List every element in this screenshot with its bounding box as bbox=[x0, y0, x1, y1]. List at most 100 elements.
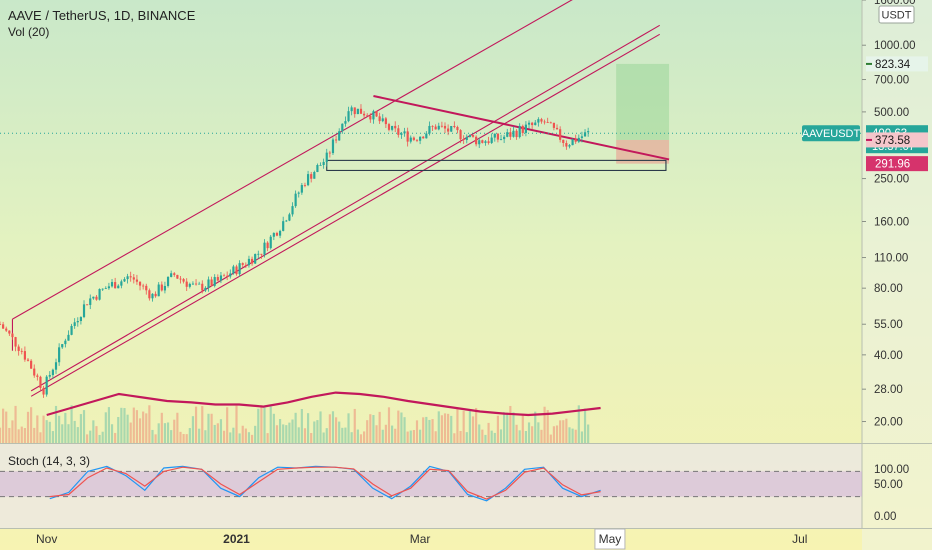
candle-body bbox=[577, 137, 580, 142]
volume-bar bbox=[0, 427, 2, 443]
volume-bar bbox=[524, 430, 528, 443]
candle-body bbox=[257, 253, 260, 255]
volume-bar bbox=[2, 408, 5, 443]
candle-body bbox=[490, 137, 493, 143]
volume-bar bbox=[110, 424, 114, 443]
candle-body bbox=[92, 296, 95, 299]
volume-bar bbox=[51, 431, 54, 443]
candle-body bbox=[425, 133, 428, 139]
candle-body bbox=[198, 283, 201, 285]
volume-bar bbox=[232, 427, 235, 443]
candle-body bbox=[110, 282, 114, 287]
volume-bar bbox=[583, 408, 587, 443]
long-position-tool[interactable] bbox=[616, 63, 670, 164]
candle-body bbox=[543, 121, 546, 123]
volume-bar bbox=[297, 427, 300, 443]
candle-body bbox=[188, 283, 191, 287]
volume-bar bbox=[135, 410, 139, 443]
stochastic-oscillator bbox=[0, 465, 862, 502]
candle-body bbox=[306, 174, 310, 186]
price-marker-badge bbox=[866, 56, 928, 72]
volume-bar bbox=[521, 413, 524, 443]
volume-bar bbox=[117, 416, 120, 443]
trend-drawings[interactable] bbox=[0, 0, 862, 397]
ticker-tag-label: AAVEUSDT bbox=[802, 128, 861, 140]
volume-bar bbox=[534, 411, 537, 443]
volume-bar bbox=[157, 423, 160, 443]
candle-body bbox=[64, 340, 67, 345]
candle-body bbox=[48, 375, 51, 377]
volume-bar bbox=[266, 433, 269, 443]
volume-bar bbox=[400, 412, 403, 443]
volume-bar bbox=[303, 428, 307, 443]
volume-bar bbox=[291, 419, 294, 443]
volume-bar bbox=[142, 411, 145, 443]
volume-bar bbox=[17, 429, 20, 443]
candle-body bbox=[104, 288, 107, 290]
candle-body bbox=[475, 136, 478, 145]
volume-bar bbox=[42, 415, 45, 443]
candle-body bbox=[568, 145, 571, 147]
volume-bar bbox=[515, 424, 518, 443]
candle-body bbox=[580, 136, 584, 138]
candle-body bbox=[207, 279, 210, 288]
volume-bar bbox=[437, 411, 440, 443]
candle-body bbox=[219, 275, 223, 281]
volume-bar bbox=[453, 433, 456, 443]
volume-bar bbox=[422, 417, 425, 443]
volume-bar bbox=[347, 413, 350, 443]
candle-body bbox=[163, 285, 167, 291]
volume-bar bbox=[403, 417, 406, 443]
volume-bar bbox=[381, 429, 384, 443]
candle-body bbox=[2, 324, 5, 329]
price-tick-label: 250.00 bbox=[874, 174, 909, 186]
volume-bar bbox=[338, 421, 341, 443]
candle-body bbox=[117, 285, 120, 289]
volume-bar bbox=[577, 405, 580, 443]
volume-bar bbox=[478, 424, 481, 443]
candle-body bbox=[98, 289, 101, 300]
candle-body bbox=[142, 285, 145, 287]
candle-body bbox=[316, 165, 319, 173]
volume-bar bbox=[260, 405, 263, 443]
volume-bar bbox=[138, 418, 142, 443]
volume-bar bbox=[552, 426, 556, 443]
candle-body bbox=[23, 351, 26, 360]
candle-body bbox=[549, 122, 552, 124]
price-tick-label: 55.00 bbox=[874, 319, 903, 331]
volume-bar bbox=[198, 428, 201, 443]
candle-body bbox=[39, 376, 42, 388]
volume-bar bbox=[503, 412, 506, 443]
candle-body bbox=[506, 132, 509, 137]
volume-ma-path bbox=[46, 391, 601, 417]
volume-bar bbox=[428, 419, 431, 443]
volume-bar bbox=[456, 407, 459, 443]
volume-bar bbox=[14, 405, 17, 443]
volume-bar bbox=[537, 422, 540, 443]
volume-bar bbox=[412, 430, 415, 443]
volume-bar bbox=[26, 411, 30, 443]
candle-body bbox=[260, 253, 263, 255]
candle-body bbox=[403, 131, 406, 134]
stoch-d-line bbox=[49, 466, 601, 500]
candle-body bbox=[391, 125, 394, 130]
price-marker-label: 373.58 bbox=[875, 135, 910, 147]
volume-bar bbox=[182, 434, 185, 443]
candle-body bbox=[397, 128, 400, 135]
volume-bar bbox=[173, 419, 176, 443]
candle-body bbox=[282, 221, 285, 231]
candle-body bbox=[537, 119, 540, 123]
volume-bar bbox=[331, 411, 335, 443]
candle-body bbox=[26, 359, 30, 361]
candle-body bbox=[61, 344, 64, 348]
candle-body bbox=[11, 333, 14, 338]
trend-line-descending-trendline bbox=[373, 94, 670, 161]
currency-badge[interactable]: USDT bbox=[878, 5, 915, 24]
volume-bar bbox=[20, 426, 23, 443]
candle-body bbox=[518, 125, 521, 138]
candle-body bbox=[384, 118, 387, 125]
candle-body bbox=[45, 376, 48, 395]
candle-body bbox=[534, 122, 537, 126]
stoch-indicator-label: Stoch (14, 3, 3) bbox=[8, 454, 90, 468]
